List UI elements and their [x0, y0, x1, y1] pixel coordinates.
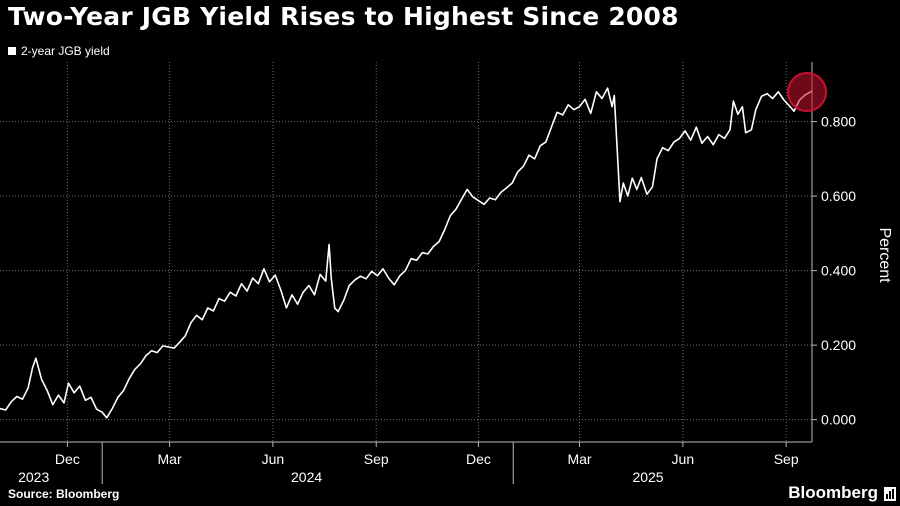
legend: 2-year JGB yield: [8, 44, 110, 58]
series-line: [0, 87, 813, 419]
y-tick-label: 0.400: [821, 263, 856, 279]
x-year-label: 2023: [18, 469, 49, 485]
source-note: Source: Bloomberg: [8, 487, 120, 501]
x-tick-label: Mar: [567, 451, 591, 467]
legend-label: 2-year JGB yield: [21, 44, 110, 58]
highlight-circle: [787, 72, 827, 113]
chart-icon: [884, 486, 896, 501]
y-tick-label: 0.600: [821, 188, 856, 204]
y-tick-label: 0.200: [821, 337, 856, 353]
chart-title: Two-Year JGB Yield Rises to Highest Sinc…: [8, 2, 679, 31]
y-tick-label: 0.800: [821, 114, 856, 130]
x-tick-label: Jun: [262, 451, 285, 467]
x-tick-label: Mar: [158, 451, 182, 467]
legend-swatch: [8, 47, 16, 55]
x-year-label: 2024: [291, 469, 322, 485]
axis-labels: 0.000 0.200 0.400 0.600 0.800 Percent Dec Mar Ju…: [0, 62, 893, 485]
x-tick-label: Dec: [55, 451, 80, 467]
brand-logo: Bloomberg: [788, 483, 896, 503]
grid-lines: [0, 62, 812, 442]
x-year-label: 2025: [632, 469, 663, 485]
y-axis-title: Percent: [876, 227, 893, 283]
x-tick-label: Dec: [466, 451, 491, 467]
highlight-layer: [787, 72, 827, 113]
brand-name: Bloomberg: [788, 483, 878, 502]
x-tick-label: Jun: [672, 451, 695, 467]
x-tick-label: Sep: [364, 451, 389, 467]
y-tick-label: 0.000: [821, 412, 856, 428]
series-layer: [0, 87, 813, 419]
x-tick-label: Sep: [774, 451, 799, 467]
